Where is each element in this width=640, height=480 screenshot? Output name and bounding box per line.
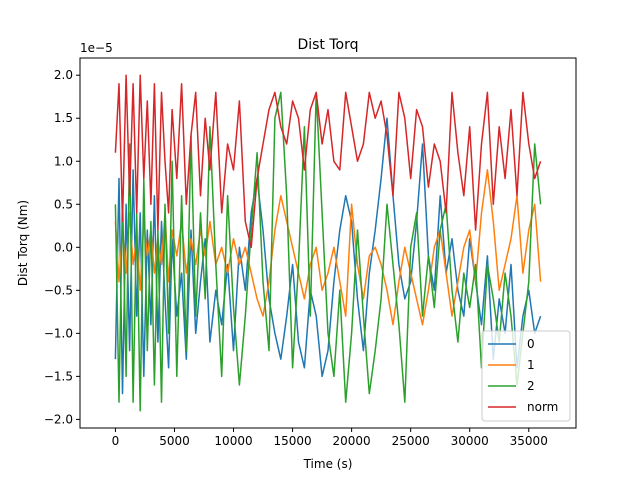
chart-title: Dist Torq [297,37,358,53]
y-tick-label: 1.5 [54,111,73,125]
series-line-1 [114,169,542,326]
series-line-norm [114,74,542,249]
legend: 0 1 2 norm [481,330,571,422]
y-tick-label: −1.0 [44,326,73,340]
legend-label-norm: norm [527,400,558,414]
series-layer [114,74,542,412]
y-axis-ticks: −2.0 −1.5 −1.0 −0.5 0.0 0.5 1.0 1.5 2.0 [44,68,80,426]
y-tick-label: −0.5 [44,283,73,297]
y-tick-label: 1.0 [54,154,73,168]
legend-label-1: 1 [527,358,535,372]
y-tick-label: 2.0 [54,68,73,82]
y-offset-label: 1e−5 [80,41,113,55]
y-axis-label: Dist Torq (Nm) [16,200,30,286]
x-tick-label: 5000 [159,434,190,448]
x-axis-label: Time (s) [303,457,353,471]
y-tick-label: −1.5 [44,369,73,383]
x-tick-label: 20000 [333,434,371,448]
x-tick-label: 25000 [392,434,430,448]
y-tick-label: 0.5 [54,197,73,211]
legend-box [481,330,571,422]
x-tick-label: 0 [112,434,120,448]
plot-frame [79,57,577,429]
legend-label-0: 0 [527,337,535,351]
y-tick-label: 0.0 [54,240,73,254]
x-axis-ticks: 0 5000 10000 15000 20000 25000 30000 35000 [112,428,548,448]
series-line-2 [114,91,542,412]
x-tick-label: 30000 [451,434,489,448]
legend-label-2: 2 [527,379,535,393]
x-tick-label: 10000 [214,434,252,448]
x-tick-label: 35000 [510,434,548,448]
x-tick-label: 15000 [273,434,311,448]
y-tick-label: −2.0 [44,412,73,426]
